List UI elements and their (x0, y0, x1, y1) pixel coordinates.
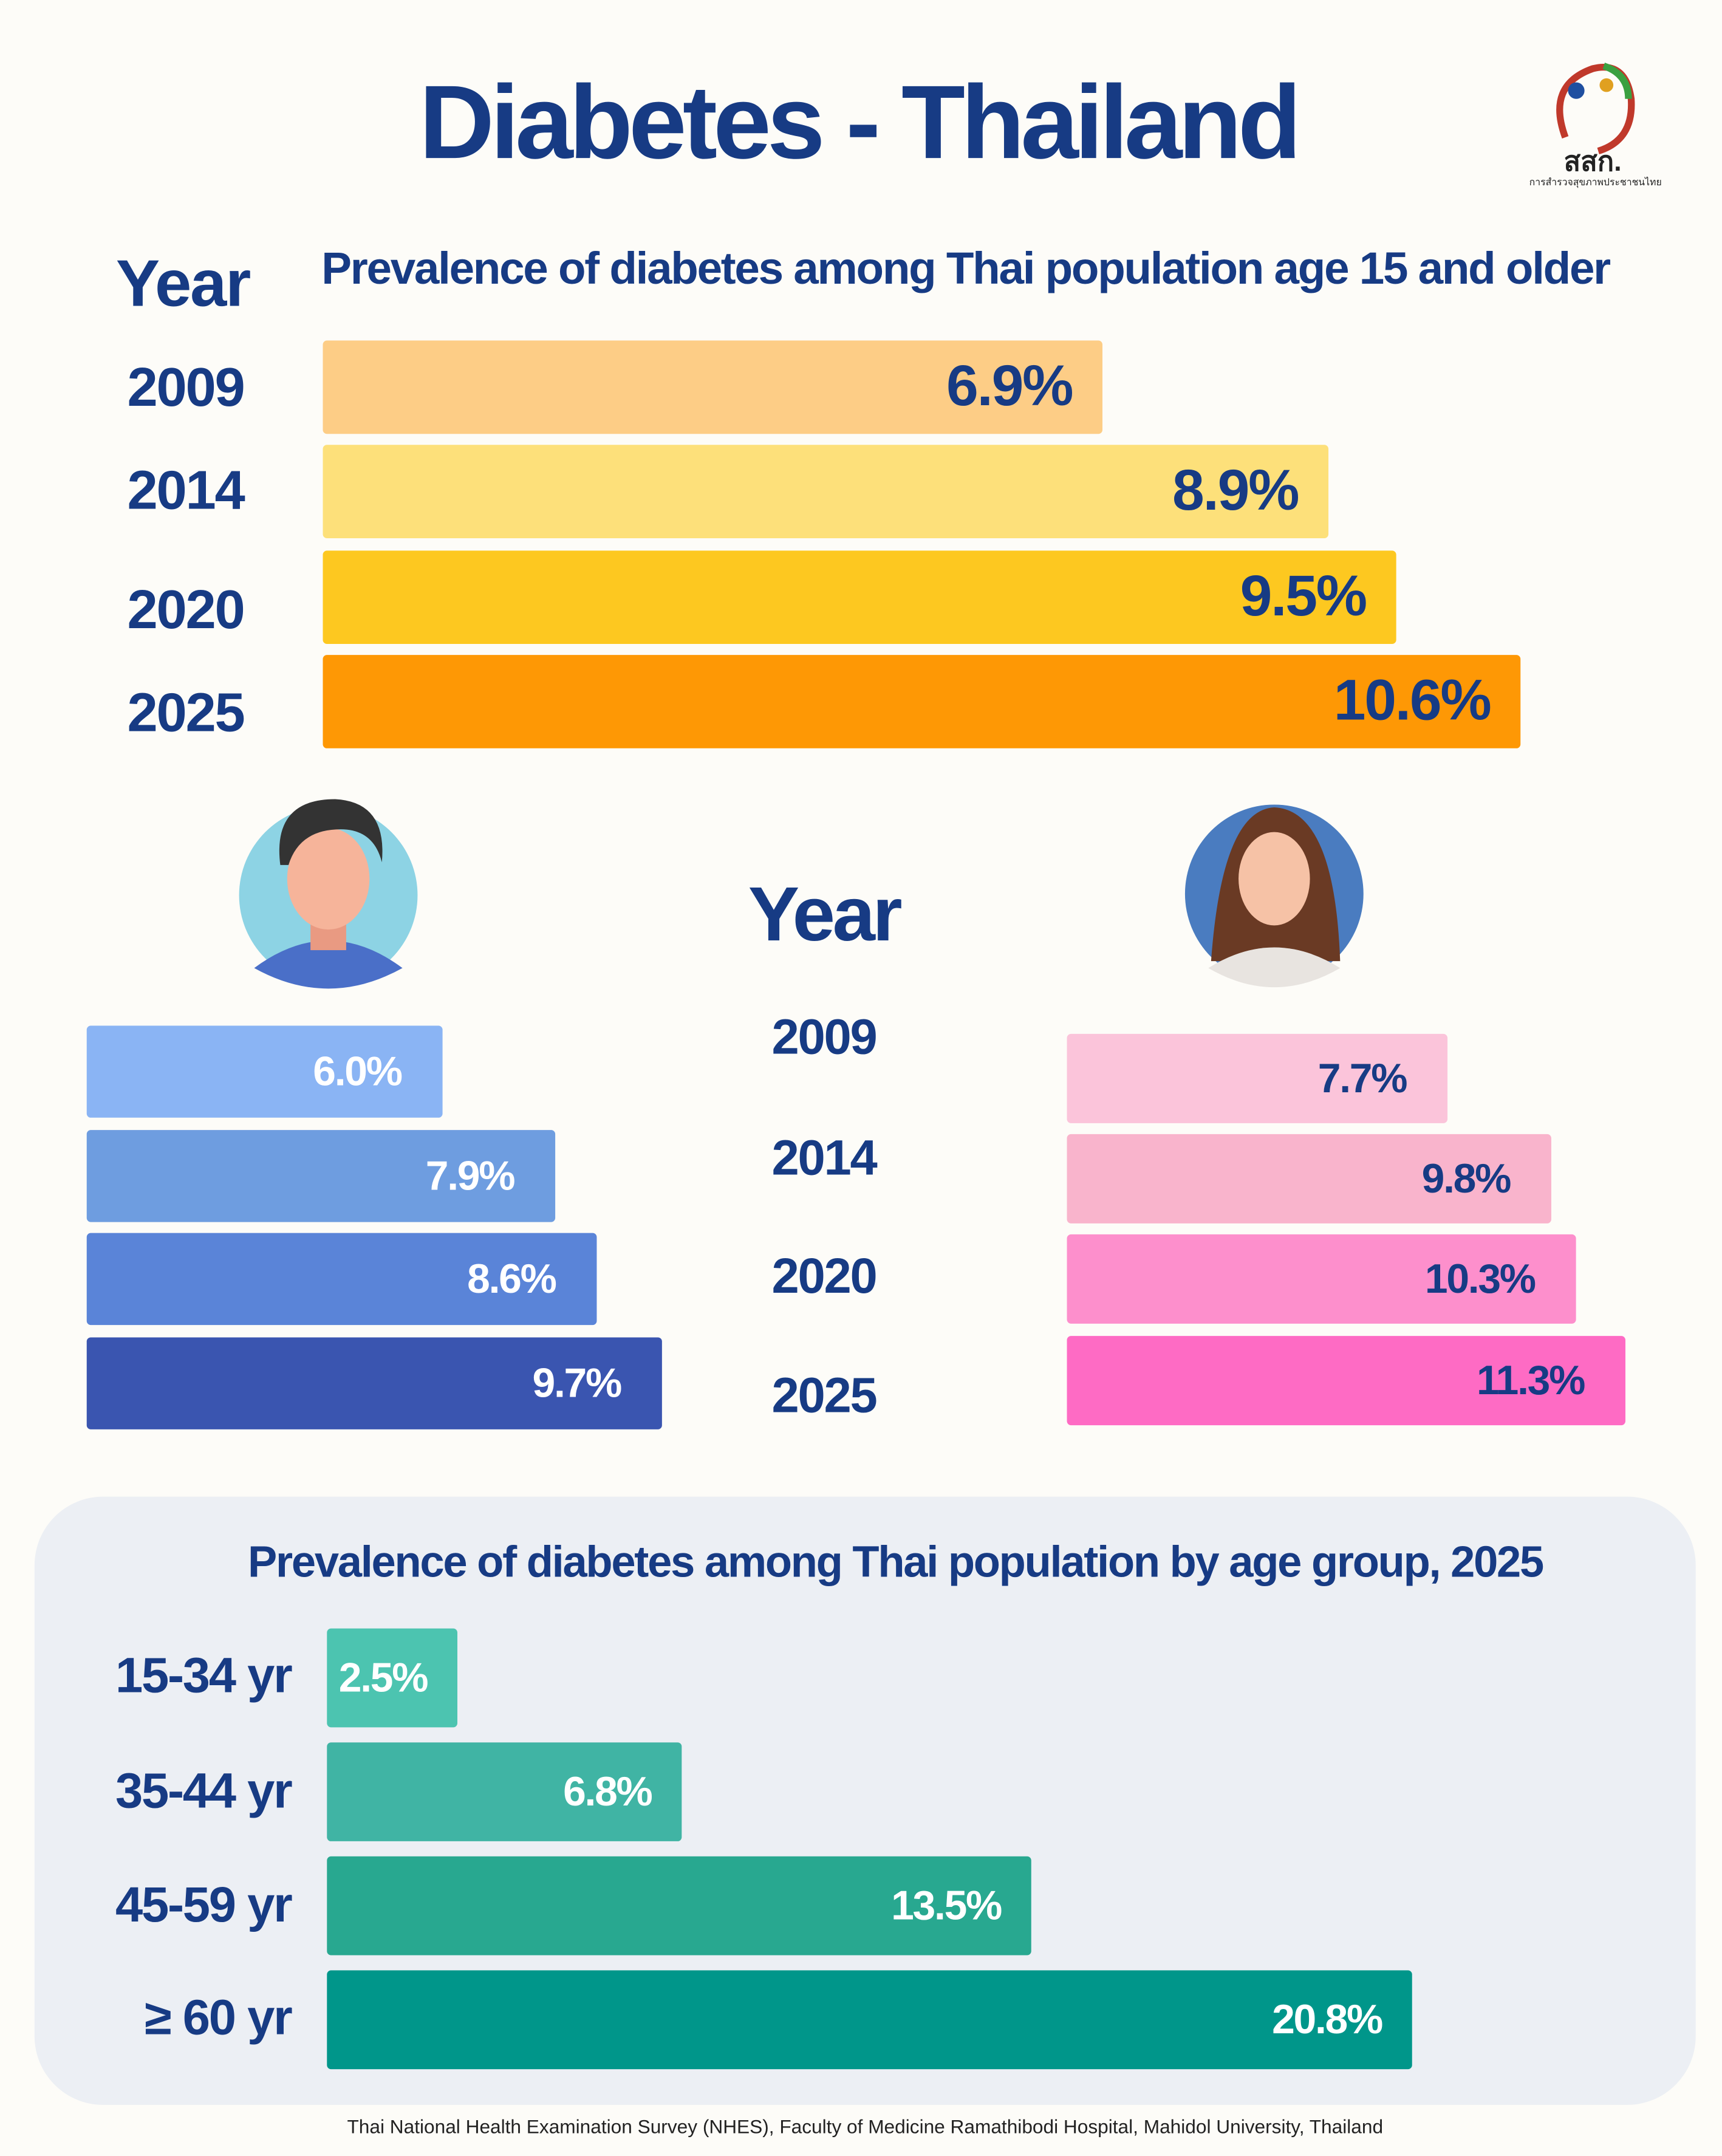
category-label: ≥ 60 yr (145, 1990, 292, 2045)
bar (86, 1337, 662, 1429)
value-label: 8.9% (1172, 458, 1298, 522)
avatar-shirt (1208, 947, 1341, 988)
value-label: 9.8% (1422, 1156, 1511, 1202)
value-label: 13.5% (891, 1883, 1002, 1929)
avatar-male (239, 799, 418, 989)
value-label: 8.6% (467, 1256, 556, 1302)
logo: สสก. การสำรวจสุขภาพประชาชนไทย (1529, 63, 1662, 188)
avatar-hair (279, 799, 383, 865)
avatar-shirt (254, 940, 403, 989)
bar (1067, 1336, 1625, 1426)
value-label: 9.7% (533, 1361, 621, 1406)
bar (323, 655, 1521, 748)
bar (323, 550, 1396, 645)
bar (323, 445, 1329, 538)
category-label: 2020 (771, 1248, 876, 1304)
category-label: 35-44 yr (115, 1764, 292, 1819)
bar (1067, 1234, 1576, 1324)
avatar-female (1184, 804, 1364, 988)
bar (86, 1233, 597, 1326)
category-label: 2020 (127, 579, 244, 640)
main-title: Diabetes - Thailand (419, 64, 1297, 180)
logo-arc (1602, 63, 1632, 99)
logo-head (1599, 78, 1614, 92)
value-label: 9.5% (1240, 564, 1366, 628)
bar (327, 1856, 1031, 1956)
logo-head (1568, 82, 1585, 99)
category-label: 45-59 yr (115, 1877, 292, 1932)
axis-label: Year (116, 246, 250, 320)
category-label: 2014 (771, 1131, 877, 1186)
bar (327, 1970, 1412, 2070)
bar (327, 1742, 682, 1841)
category-label: 2025 (771, 1368, 876, 1423)
category-label: 2009 (127, 357, 244, 418)
source-note: Thai National Health Examination Survey … (347, 2116, 1383, 2138)
category-label: 15-34 yr (115, 1648, 292, 1703)
bar (1067, 1033, 1448, 1123)
value-label: 6.9% (946, 354, 1072, 418)
bar (323, 340, 1103, 434)
bar (1067, 1134, 1551, 1223)
value-label: 11.3% (1477, 1358, 1585, 1403)
value-label: 10.3% (1425, 1256, 1536, 1302)
chart-title: Prevalence of diabetes among Thai popula… (248, 1538, 1543, 1587)
category-label: 2025 (127, 682, 244, 744)
chart-title: Prevalence of diabetes among Thai popula… (321, 242, 1610, 293)
logo-subtitle: การสำรวจสุขภาพประชาชนไทย (1529, 176, 1662, 188)
axis-label: Year (748, 871, 902, 957)
value-label: 2.5% (339, 1655, 428, 1700)
value-label: 20.8% (1272, 1997, 1382, 2042)
category-label: 2009 (771, 1010, 876, 1065)
bar (86, 1130, 556, 1222)
avatar-face (287, 827, 370, 930)
category-label: 2014 (127, 460, 245, 521)
value-label: 6.8% (563, 1769, 652, 1815)
bar (327, 1628, 457, 1728)
value-label: 7.7% (1318, 1056, 1407, 1101)
avatar-face (1239, 832, 1310, 926)
value-label: 7.9% (426, 1153, 514, 1199)
value-label: 6.0% (313, 1049, 401, 1095)
value-label: 10.6% (1334, 668, 1491, 733)
bar (86, 1025, 443, 1118)
logo-name: สสก. (1564, 146, 1622, 177)
